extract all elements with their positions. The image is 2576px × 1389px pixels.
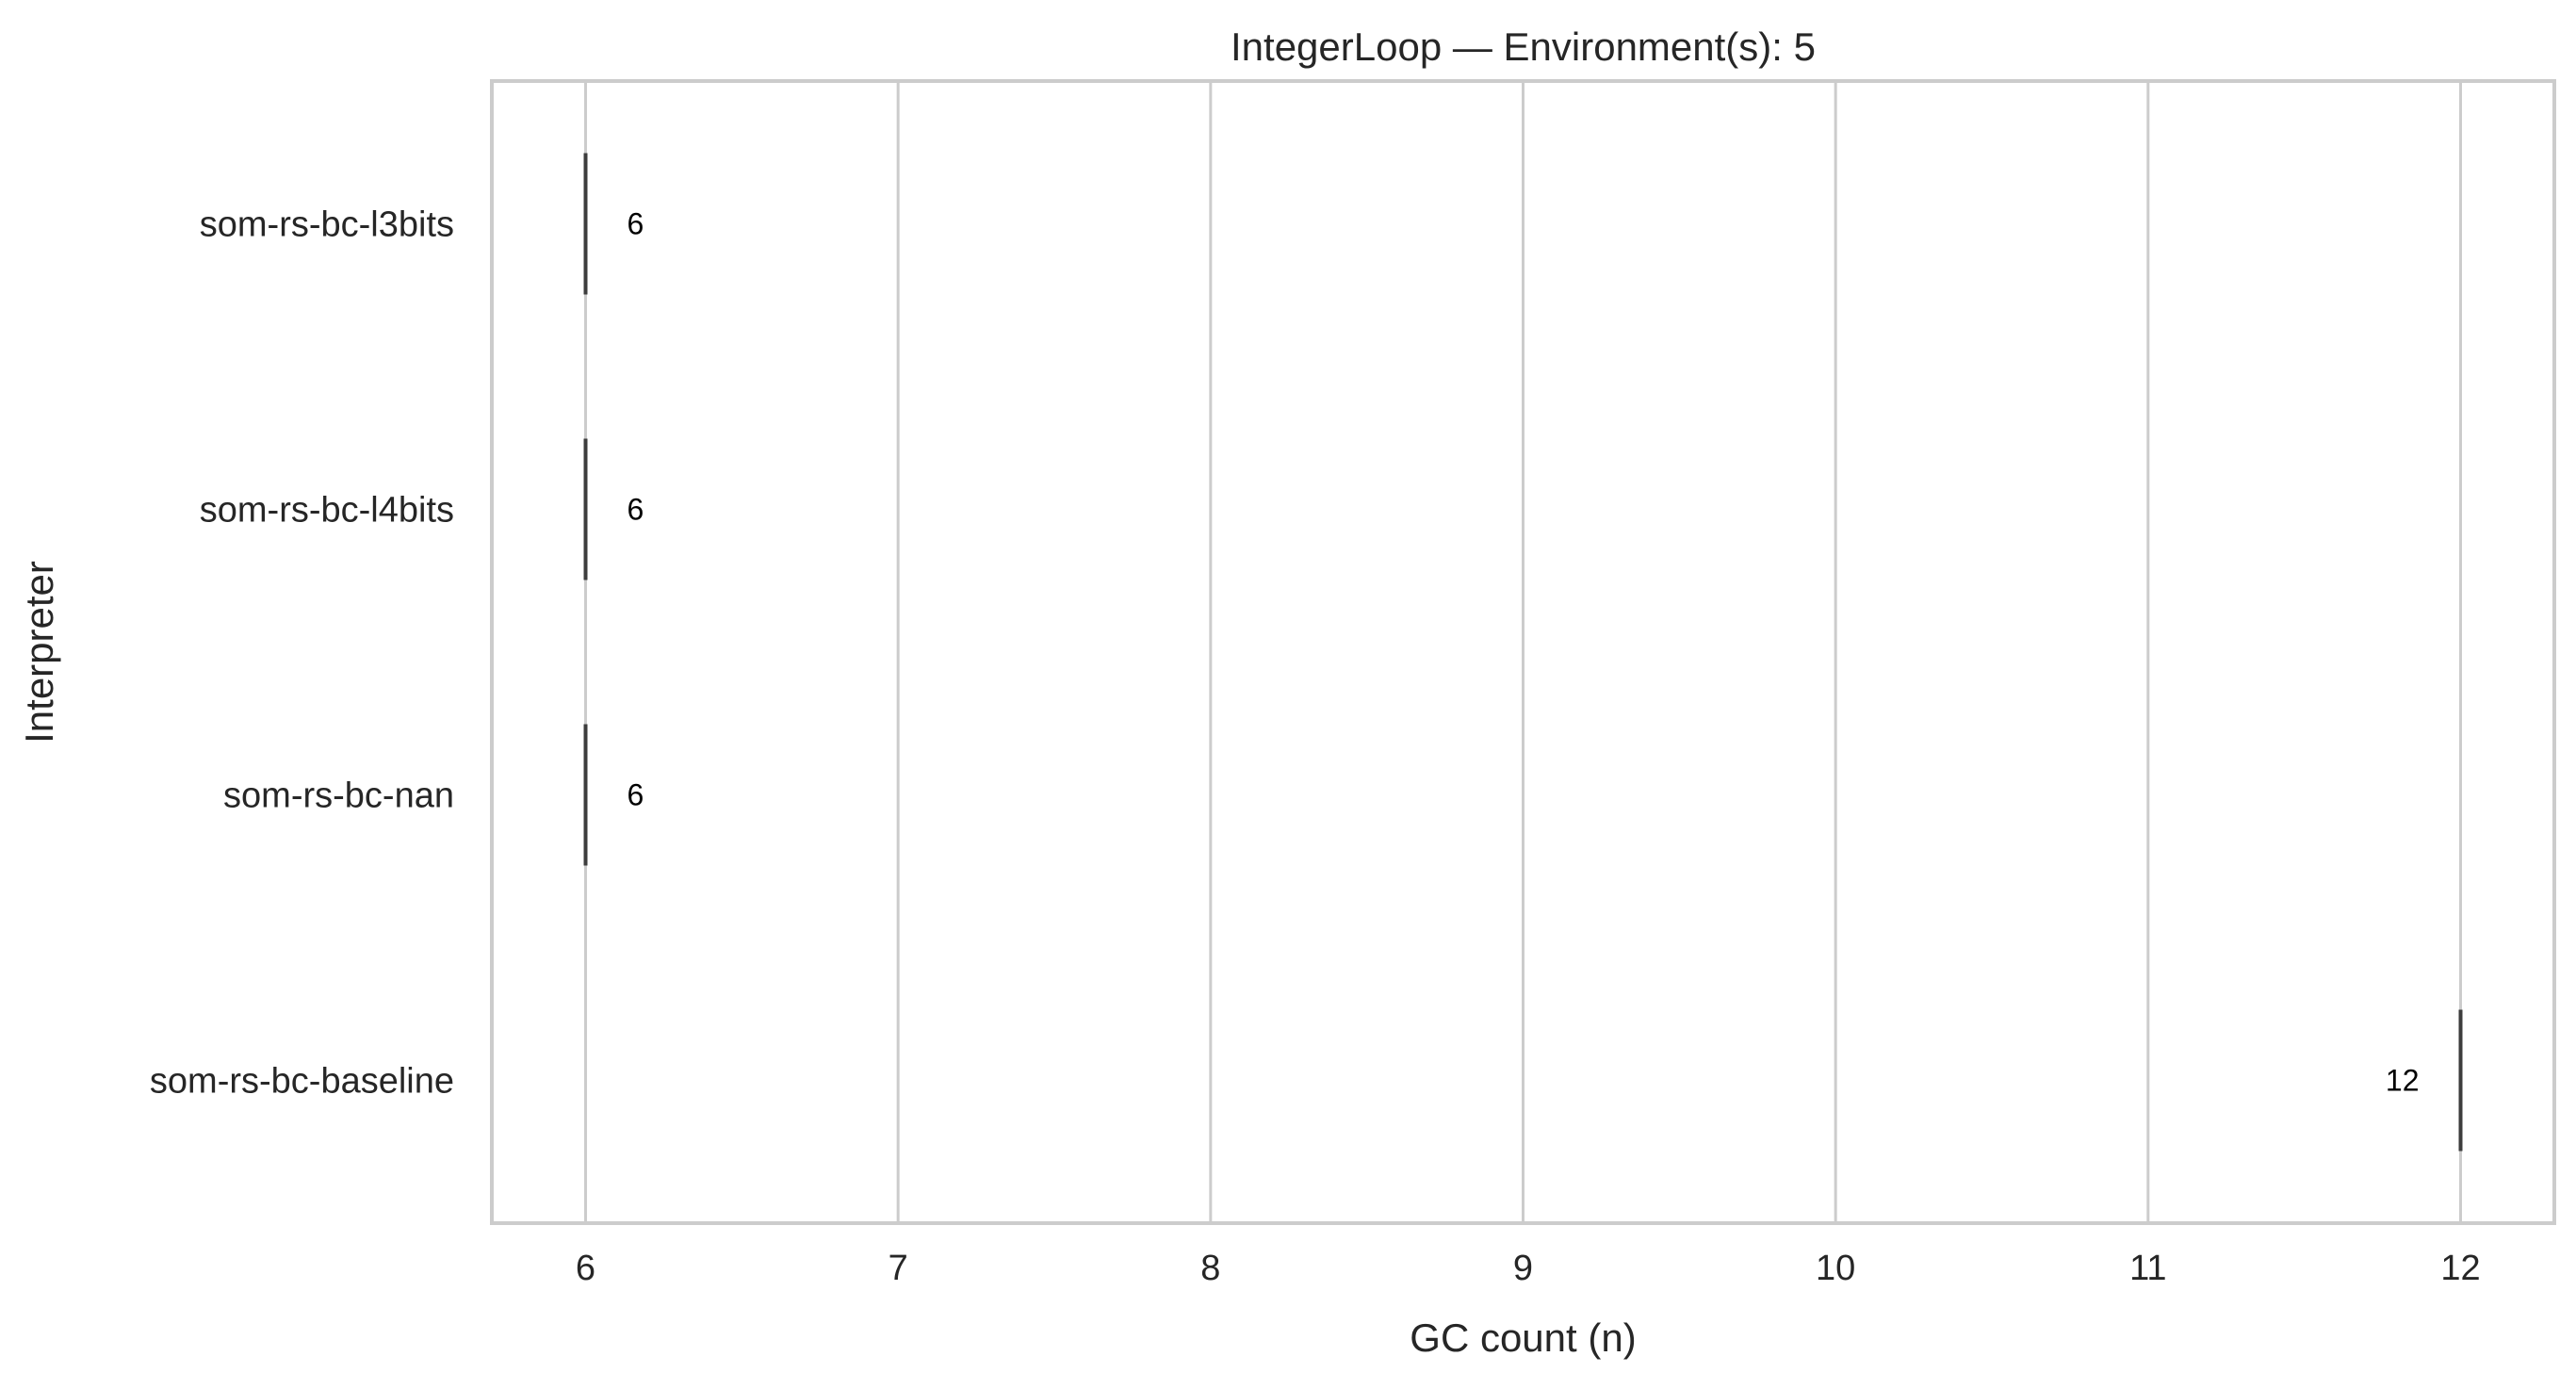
x-tick-label: 7 <box>889 1249 908 1288</box>
ticks-layer: 6 7 8 9 10 11 12 som-rs-bc-l3bits som-rs-bc-l4bi… <box>150 205 2481 1289</box>
data-label: 6 <box>628 207 644 241</box>
x-tick-label: 8 <box>1200 1249 1220 1288</box>
chart-title: IntegerLoop — Environment(s): 5 <box>1231 25 1816 69</box>
data-label: 12 <box>2386 1064 2420 1098</box>
y-tick-label: som-rs-bc-nan <box>223 776 454 816</box>
x-tick-label: 10 <box>1816 1249 1855 1288</box>
y-axis-label: Interpreter <box>17 561 61 744</box>
data-label: 6 <box>628 493 644 527</box>
plot-frame <box>490 79 2556 1225</box>
x-axis-label: GC count (n) <box>1410 1315 1636 1360</box>
x-tick-label: 9 <box>1513 1249 1533 1288</box>
x-tick-label: 12 <box>2440 1249 2480 1288</box>
data-label: 6 <box>628 778 644 812</box>
x-tick-label: 11 <box>2129 1249 2166 1288</box>
y-tick-label: som-rs-bc-l3bits <box>200 205 454 245</box>
x-tick-label: 6 <box>576 1249 595 1288</box>
y-tick-label: som-rs-bc-l4bits <box>200 491 454 531</box>
marks-layer: 6 6 6 12 <box>583 153 2463 1152</box>
y-tick-label: som-rs-bc-baseline <box>150 1062 454 1102</box>
